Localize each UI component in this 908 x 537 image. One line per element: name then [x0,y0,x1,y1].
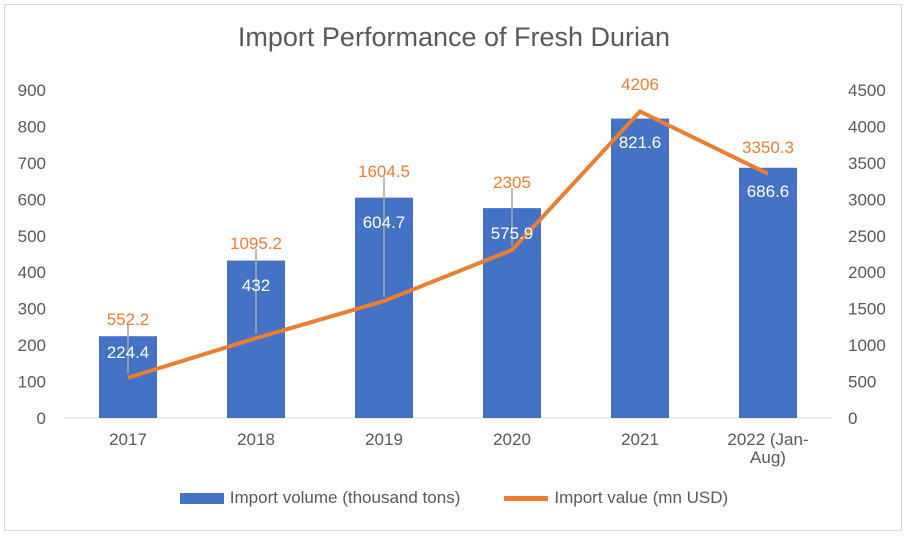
line-data-label: 4206 [621,75,659,94]
y-left-tick-label: 200 [18,336,46,355]
line-series-value [127,109,769,380]
y-left-tick-label: 300 [18,300,46,319]
legend-item-value: Import value (mn USD) [504,488,728,508]
chart-title: Import Performance of Fresh Durian [237,22,671,52]
y-right-tick-label: 3000 [848,190,886,209]
bar-data-label: 432 [242,276,270,295]
bar [739,167,797,418]
x-tick-label: 2018 [237,430,275,449]
y-right-tick-label: 1500 [848,300,886,319]
y-right-tick-label: 2000 [848,263,886,282]
bar-data-label: 686.6 [747,182,790,201]
x-tick-label: 2019 [365,430,403,449]
y-right-tick-label: 3500 [848,154,886,173]
bar [611,118,669,418]
x-tick-label: 2017 [109,430,147,449]
y-right-tick-label: 1000 [848,336,886,355]
y-left-tick-label: 600 [18,190,46,209]
bar-data-label: 604.7 [363,213,406,232]
y-left-tick-label: 100 [18,373,46,392]
legend-label-volume: Import volume (thousand tons) [229,488,461,507]
y-left-tick-label: 900 [18,81,46,100]
legend-item-volume: Import volume (thousand tons) [179,488,461,508]
y-right-tick-label: 4500 [848,81,886,100]
line-data-label: 1095.2 [230,234,282,253]
y-right-tick-label: 0 [848,409,857,428]
x-tick-label: 2020 [493,430,531,449]
line-data-label: 3350.3 [742,138,794,157]
x-tick-label: 2022 (Jan-Aug) [727,430,808,467]
bar-data-label: 224.4 [107,343,150,362]
y-right-tick-label: 500 [848,373,876,392]
line-data-label: 1604.5 [358,162,410,181]
bar-data-label: 575.9 [491,224,534,243]
y-left-tick-label: 700 [18,154,46,173]
legend-label-value: Import value (mn USD) [554,488,729,507]
line-data-label: 2305 [493,173,531,192]
legend-swatch-volume [179,492,224,504]
y-left-tick-label: 500 [18,227,46,246]
bar-data-label: 821.6 [619,133,662,152]
y-right-tick-label: 4000 [848,117,886,136]
y-left-tick-label: 800 [18,117,46,136]
chart-legend: Import volume (thousand tons) Import val… [0,488,908,508]
x-tick-label: 2021 [621,430,659,449]
y-left-tick-label: 0 [37,409,46,428]
legend-swatch-value [504,495,549,501]
line-data-label: 552.2 [107,310,150,329]
y-right-tick-label: 2500 [848,227,886,246]
y-left-tick-label: 400 [18,263,46,282]
